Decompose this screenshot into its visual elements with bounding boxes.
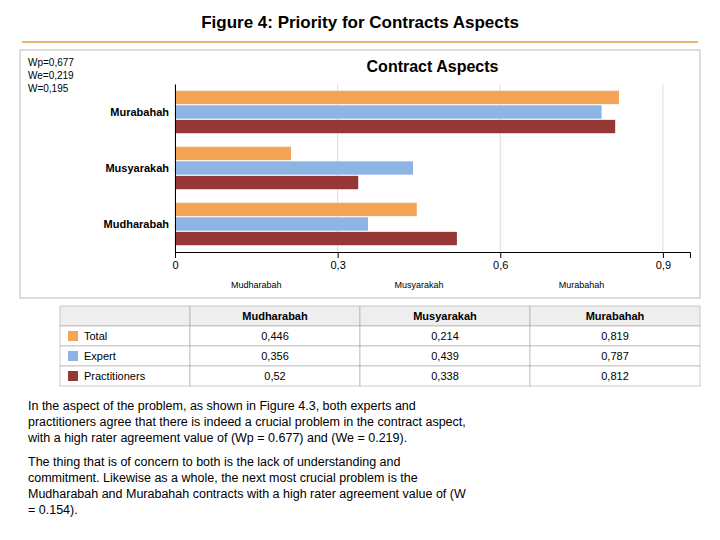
table-cell [60, 346, 190, 366]
x-annotation: Murabahah [559, 280, 605, 290]
body-text: = 0.154). [28, 503, 78, 517]
weights-text: Wp=0,677 [28, 57, 74, 68]
grid-line [662, 84, 663, 252]
bar [175, 217, 368, 230]
y-tick: Murabahah [110, 106, 169, 118]
y-tick-label: Murabahah [110, 106, 169, 118]
table-value: 0,52 [264, 370, 285, 382]
table-value: 0,356 [261, 350, 289, 362]
x-axis: 0 0,3 0,6 0,9 [172, 252, 690, 271]
x-tick: 0,3 [330, 252, 345, 271]
x-annotation: Musyarakah [394, 280, 443, 290]
x-tick: 0,6 [493, 252, 508, 271]
legend-swatch [68, 331, 78, 341]
table-header: Musyarakah [413, 310, 477, 322]
weights-text: W=0,195 [28, 83, 69, 94]
table-row-label: Expert [84, 350, 116, 362]
legend-swatch [68, 371, 78, 381]
table-cell [530, 346, 700, 366]
x-tick-label: 0,9 [656, 259, 671, 271]
bar [175, 203, 417, 216]
table-value: 0,439 [431, 350, 459, 362]
weights-text: We=0,219 [28, 70, 74, 81]
x-tick-mark [663, 252, 664, 258]
bar [175, 120, 615, 133]
table-cell [60, 306, 190, 326]
table-value: 0,338 [431, 370, 459, 382]
x-axis-line [176, 253, 691, 259]
table-cell [530, 306, 700, 326]
x-tick-label: 0,3 [330, 259, 345, 271]
body-text: In the aspect of the problem, as shown i… [28, 399, 416, 413]
subtitle: Contract Aspects [367, 58, 499, 75]
body-text: practitioners agree that there is indeed… [28, 415, 466, 429]
table-cell [360, 306, 530, 326]
table-value: 0,214 [431, 330, 459, 342]
x-tick-mark [175, 252, 176, 258]
table-value: 0,787 [601, 350, 629, 362]
table-header: Mudharabah [242, 310, 308, 322]
table-cell [60, 366, 190, 386]
legend-swatch [68, 351, 78, 361]
body-text: commitment. Likewise as a whole, the nex… [28, 471, 418, 485]
title: Figure 4: Priority for Contracts Aspects [201, 13, 519, 32]
table-cell [530, 326, 700, 346]
chart-box [20, 50, 700, 298]
table-cell [360, 326, 530, 346]
x-tick-label: 0,6 [493, 259, 508, 271]
table: Mudharabah Musyarakah Murabahah Total 0,446 0… [60, 306, 700, 386]
grid-line [175, 84, 176, 252]
table-row-label: Practitioners [84, 370, 146, 382]
table-cell [60, 326, 190, 346]
grid [175, 84, 663, 252]
body-text: Mudharabah and Murabahah contracts with … [28, 487, 466, 501]
table-cell [360, 346, 530, 366]
y-axis-line [175, 85, 176, 253]
table-value: 0,446 [261, 330, 289, 342]
x-tick-label: 0 [172, 259, 178, 271]
y-tick: Musyarakah [105, 162, 169, 174]
table-cell [360, 366, 530, 386]
y-tick-label: Mudharabah [104, 218, 170, 230]
x-tick: 0 [172, 252, 178, 271]
y-axis: Murabahah Musyarakah Mudharabah [104, 85, 176, 253]
bar [175, 176, 358, 189]
body-text: The thing that is of concern to both is … [28, 455, 401, 469]
table-header: Murabahah [586, 310, 645, 322]
x-tick: 0,9 [656, 252, 671, 271]
chart-svg: Figure 4: Priority for Contracts Aspects… [0, 0, 720, 540]
bar [175, 161, 413, 174]
table-cell [190, 306, 360, 326]
table-cell [190, 346, 360, 366]
table-cell [190, 326, 360, 346]
y-tick: Mudharabah [104, 218, 170, 230]
table-cell [530, 366, 700, 386]
x-tick-mark [338, 252, 339, 258]
body-text: with a high rater agreement value of (Wp… [27, 431, 407, 445]
table-cell [190, 366, 360, 386]
bar [175, 91, 619, 104]
title-rule [22, 41, 698, 43]
bar [175, 105, 602, 118]
y-tick-label: Musyarakah [105, 162, 169, 174]
x-tick-mark [500, 252, 501, 258]
table-row-label: Total [84, 330, 107, 342]
table-value: 0,819 [601, 330, 629, 342]
x-annotation: Mudharabah [231, 280, 282, 290]
bars [175, 91, 619, 245]
bar [175, 147, 291, 160]
bar [175, 232, 457, 245]
table-value: 0,812 [601, 370, 629, 382]
